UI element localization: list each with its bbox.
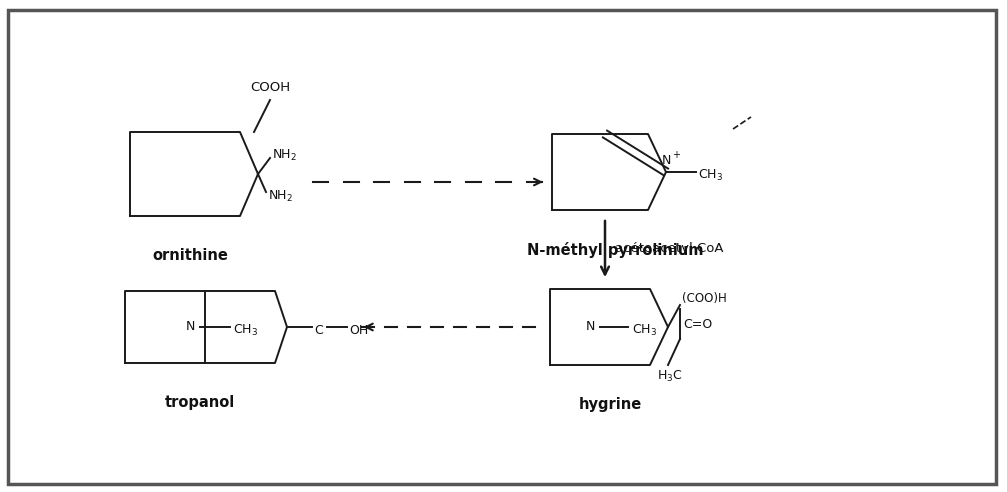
- Text: NH$_2$: NH$_2$: [272, 148, 297, 162]
- Text: N: N: [185, 320, 194, 334]
- Text: CH$_3$: CH$_3$: [632, 322, 658, 338]
- Text: +: +: [672, 150, 680, 160]
- Text: CH$_3$: CH$_3$: [698, 167, 723, 183]
- Text: N: N: [662, 154, 671, 167]
- Text: acétoacetyl CoA: acétoacetyl CoA: [615, 243, 723, 255]
- Text: hygrine: hygrine: [578, 397, 641, 412]
- Text: N-méthyl pyrrolinium: N-méthyl pyrrolinium: [527, 242, 703, 258]
- Text: NH$_2$: NH$_2$: [268, 188, 293, 204]
- Text: (COO)H: (COO)H: [682, 292, 727, 305]
- Text: COOH: COOH: [250, 81, 290, 94]
- Text: tropanol: tropanol: [165, 395, 235, 410]
- Text: N: N: [585, 320, 595, 334]
- Text: ornithine: ornithine: [152, 248, 228, 263]
- Text: CH$_3$: CH$_3$: [233, 322, 258, 338]
- Text: H$_3$C: H$_3$C: [658, 369, 683, 384]
- Text: OH: OH: [349, 324, 369, 337]
- Text: C: C: [314, 324, 323, 337]
- Text: C=O: C=O: [683, 317, 712, 331]
